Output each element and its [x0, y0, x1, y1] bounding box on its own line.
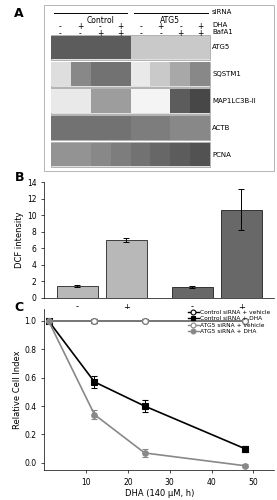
- Bar: [150, 62, 170, 86]
- Bar: [51, 88, 210, 114]
- Bar: [71, 36, 91, 59]
- Text: +: +: [198, 29, 204, 38]
- Text: SQSTM1: SQSTM1: [212, 71, 241, 77]
- Bar: [190, 116, 210, 140]
- Bar: [111, 62, 130, 86]
- Bar: [51, 62, 71, 86]
- Bar: [190, 143, 210, 167]
- Bar: [57, 286, 98, 298]
- Bar: [130, 36, 150, 59]
- Text: -: -: [179, 22, 182, 32]
- Bar: [111, 116, 130, 140]
- Bar: [130, 62, 150, 86]
- Bar: [91, 143, 111, 167]
- Bar: [170, 143, 190, 167]
- Text: +: +: [117, 29, 124, 38]
- Text: BafA1: BafA1: [212, 29, 233, 35]
- Bar: [130, 143, 150, 167]
- Bar: [170, 116, 190, 140]
- Bar: [91, 62, 111, 86]
- Text: +: +: [178, 29, 184, 38]
- Text: -: -: [99, 22, 102, 32]
- Bar: [150, 116, 170, 140]
- Bar: [170, 90, 190, 113]
- Text: +: +: [77, 22, 84, 32]
- Bar: [51, 116, 71, 140]
- Text: C: C: [14, 302, 24, 314]
- Bar: [51, 36, 71, 59]
- Text: +: +: [97, 29, 104, 38]
- X-axis label: DHA (140 μM, h): DHA (140 μM, h): [125, 490, 194, 498]
- Bar: [51, 35, 210, 60]
- Text: -: -: [59, 22, 62, 32]
- Text: +: +: [157, 22, 164, 32]
- Bar: [91, 90, 111, 113]
- Bar: [71, 116, 91, 140]
- Bar: [170, 36, 190, 59]
- FancyBboxPatch shape: [44, 5, 274, 170]
- Text: -: -: [139, 29, 142, 38]
- Bar: [111, 36, 130, 59]
- Bar: [51, 62, 210, 87]
- Bar: [111, 90, 130, 113]
- Text: MAP1LC3B-II: MAP1LC3B-II: [212, 98, 256, 104]
- Bar: [51, 116, 210, 140]
- Text: ATG5: ATG5: [160, 16, 179, 25]
- Legend: Control siRNA + vehicle, Control siRNA + DHA, ATG5 siRNA + vehicle, ATG5 siRNA +: Control siRNA + vehicle, Control siRNA +…: [188, 309, 271, 335]
- Bar: [150, 90, 170, 113]
- Text: PCNA: PCNA: [212, 152, 231, 158]
- Bar: [171, 287, 213, 298]
- Bar: [111, 143, 130, 167]
- Bar: [130, 90, 150, 113]
- Bar: [190, 90, 210, 113]
- Text: -: -: [59, 29, 62, 38]
- Text: siRNA: siRNA: [212, 9, 232, 15]
- Bar: [91, 116, 111, 140]
- Text: +: +: [117, 22, 124, 32]
- Bar: [51, 142, 210, 167]
- Bar: [150, 143, 170, 167]
- Bar: [91, 36, 111, 59]
- Bar: [130, 116, 150, 140]
- Y-axis label: DCF intensity: DCF intensity: [15, 212, 24, 268]
- Text: +: +: [198, 22, 204, 32]
- Bar: [150, 36, 170, 59]
- Bar: [71, 90, 91, 113]
- Text: -: -: [139, 22, 142, 32]
- Bar: [170, 62, 190, 86]
- Text: -: -: [159, 29, 162, 38]
- Y-axis label: Relative Cell Index: Relative Cell Index: [13, 350, 22, 429]
- Bar: [221, 210, 262, 298]
- Text: DHA: DHA: [212, 22, 227, 28]
- Text: -: -: [79, 29, 82, 38]
- Bar: [190, 62, 210, 86]
- Bar: [71, 62, 91, 86]
- Text: B: B: [14, 171, 24, 184]
- Text: A: A: [14, 6, 24, 20]
- Bar: [71, 143, 91, 167]
- Bar: [51, 143, 71, 167]
- Bar: [190, 36, 210, 59]
- Bar: [51, 90, 71, 113]
- Bar: [106, 240, 147, 298]
- Text: ATG5: ATG5: [212, 44, 230, 51]
- Text: ACTB: ACTB: [212, 125, 230, 131]
- Text: Control: Control: [87, 16, 115, 25]
